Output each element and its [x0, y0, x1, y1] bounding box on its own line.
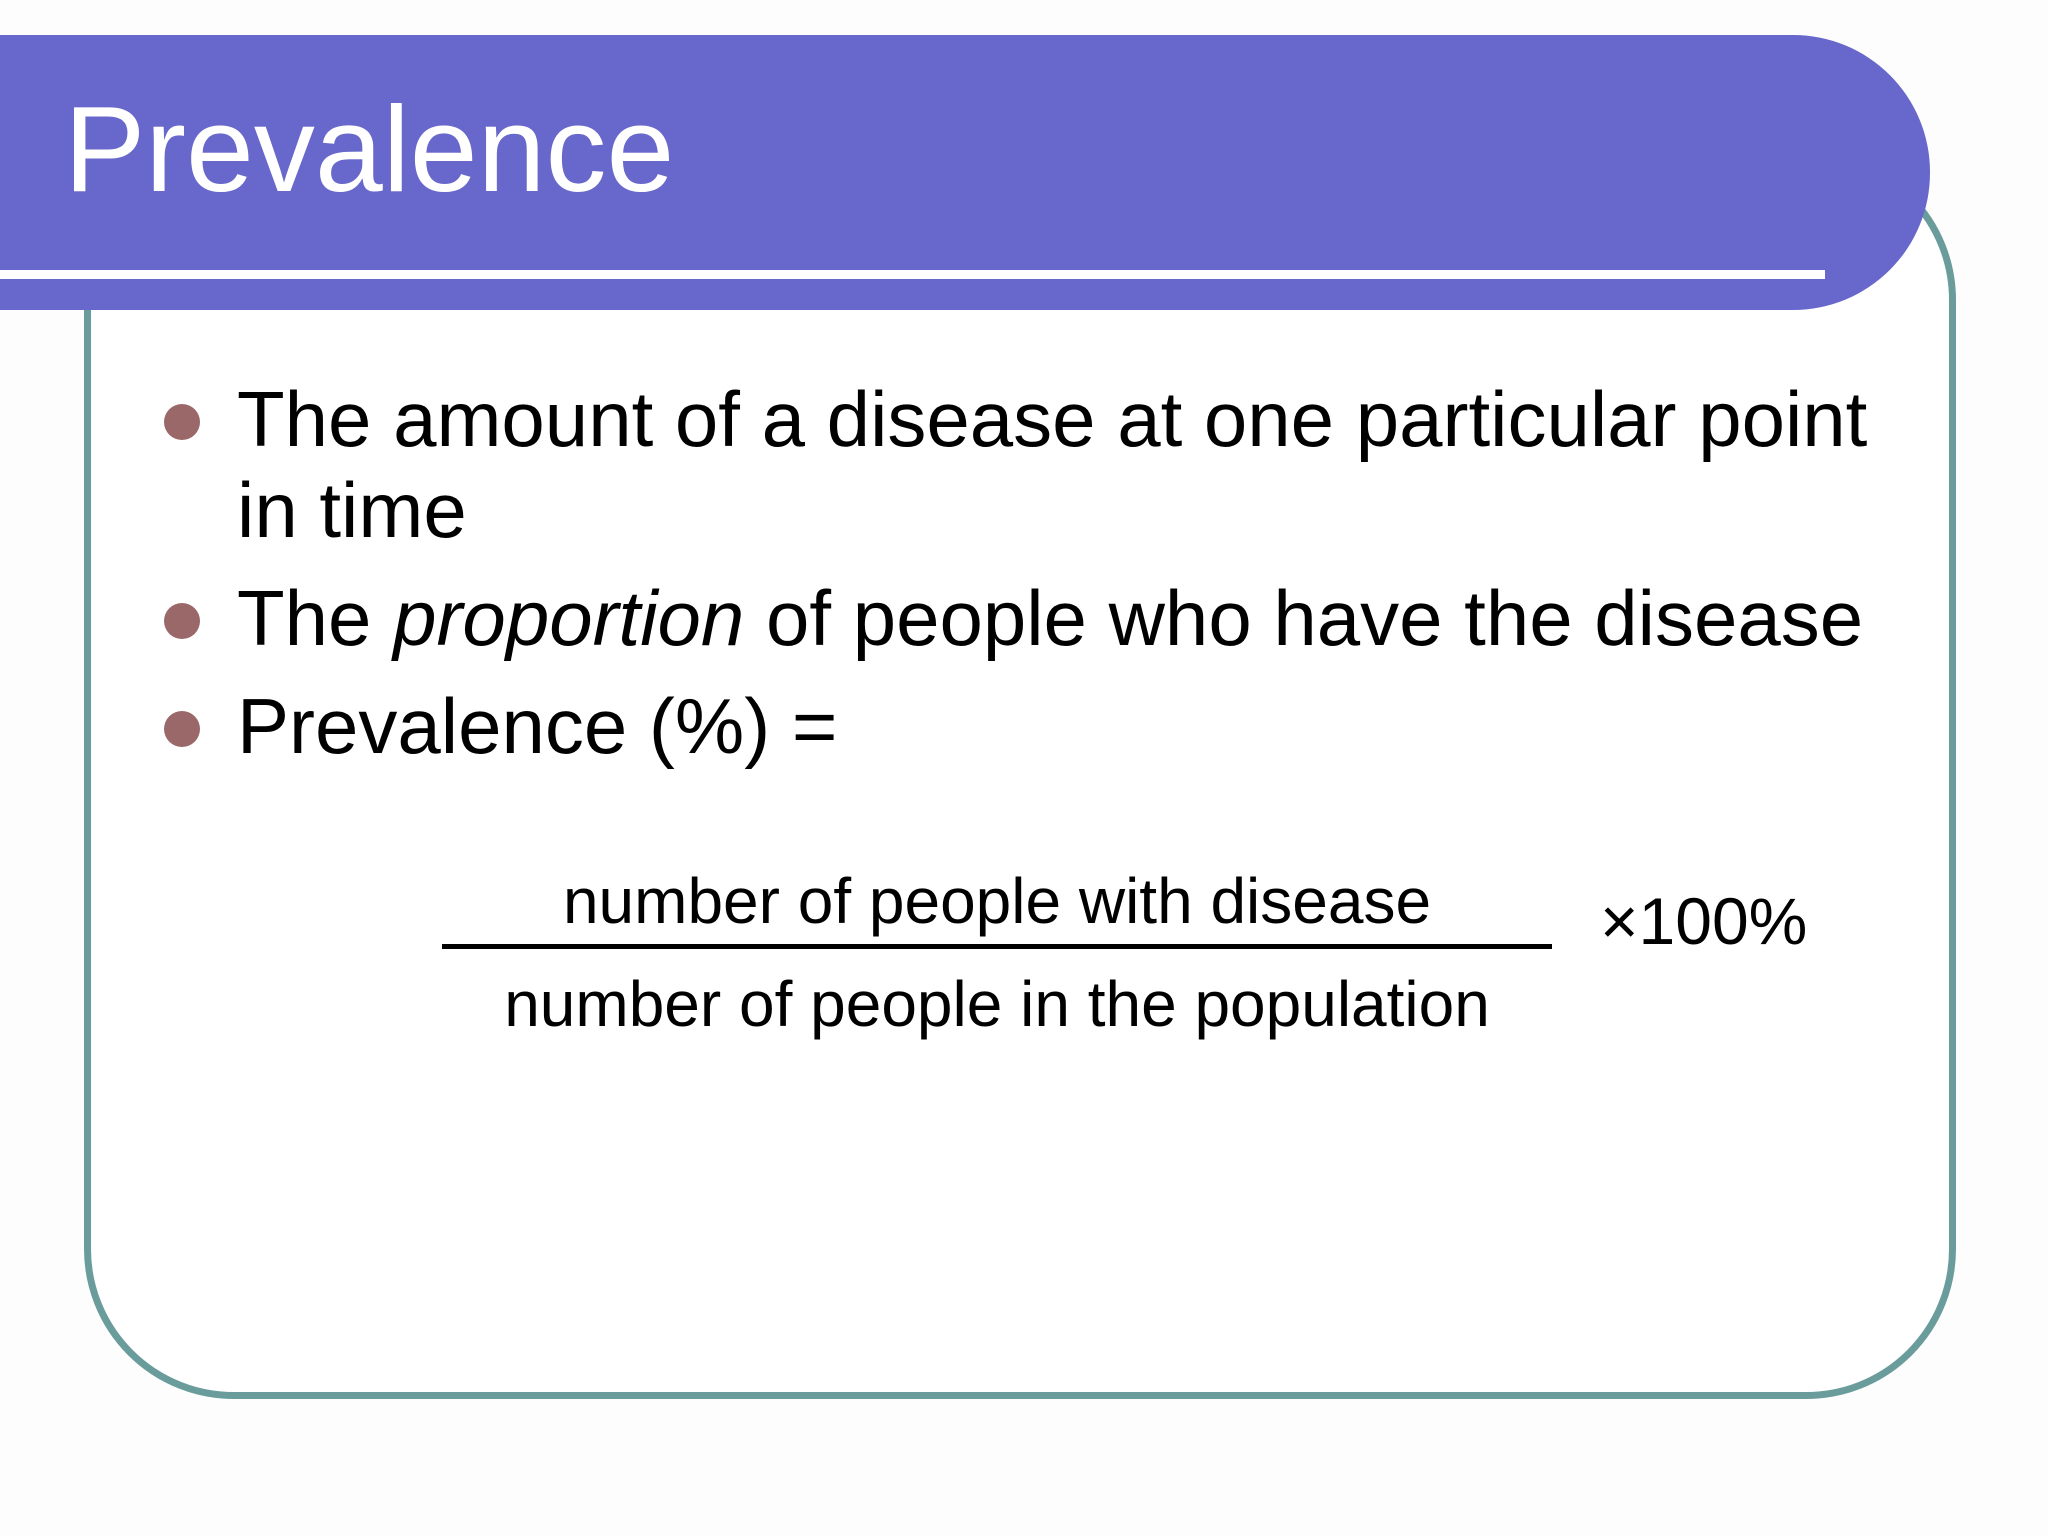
formula-multiplier: ×100% [1600, 884, 1808, 958]
bullet-item-formula-label: Prevalence (%) = [164, 681, 1937, 772]
bullet-emphasis: proportion [393, 574, 745, 662]
fraction-bar [442, 944, 1552, 949]
bullet-dot-icon [164, 603, 200, 639]
title-bar [0, 35, 1930, 310]
bullet-text-prefix: The [237, 574, 394, 662]
bullet-dot-icon [164, 404, 200, 440]
slide-title: Prevalence [64, 81, 675, 217]
content-frame [84, 150, 1956, 1399]
bullet-item-definition: The amount of a disease at one particula… [164, 374, 1937, 556]
bullet-text-suffix: of people who have the disease [744, 574, 1864, 662]
bullet-item-proportion: The proportion of people who have the di… [164, 573, 1937, 664]
bullet-text: The amount of a disease at one particula… [237, 375, 1868, 554]
bullet-text: Prevalence (%) = [237, 682, 838, 770]
formula-numerator: number of people with disease [562, 865, 1432, 937]
title-divider [0, 270, 1825, 279]
formula-denominator: number of people in the population [504, 968, 1490, 1040]
bullet-dot-icon [164, 711, 200, 747]
